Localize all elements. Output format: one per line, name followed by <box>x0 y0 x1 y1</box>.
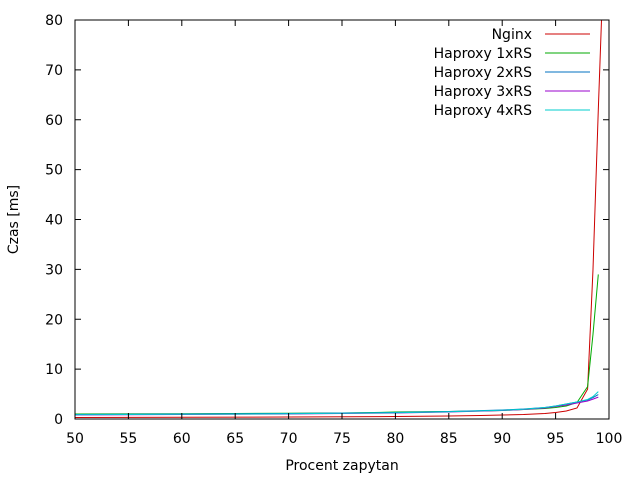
series-layer <box>75 20 602 418</box>
x-tick-label: 85 <box>440 431 458 447</box>
x-tick-label: 70 <box>280 431 298 447</box>
series-line-2 <box>75 274 599 415</box>
series-line-3 <box>75 394 599 415</box>
y-tick-label: 20 <box>45 312 63 328</box>
legend: Nginx Haproxy 1xRS Haproxy 2xRS Haproxy 3xR… <box>434 27 590 119</box>
x-tick-label: 90 <box>493 431 511 447</box>
y-axis-label: Czas [ms] <box>6 185 22 254</box>
x-axis-label: Procent zapytan <box>285 458 398 474</box>
y-tick-label: 0 <box>54 412 63 428</box>
y-tick-label: 50 <box>45 163 63 179</box>
x-tick-label: 95 <box>547 431 565 447</box>
series-line-5 <box>75 391 599 416</box>
y-tick-label: 10 <box>45 362 63 378</box>
y-tick-label: 40 <box>45 213 63 229</box>
x-tick-label: 60 <box>173 431 191 447</box>
x-tick-label: 100 <box>596 431 623 447</box>
legend-label-5: Haproxy 4xRS <box>434 103 533 119</box>
legend-label-4: Haproxy 3xRS <box>434 84 533 100</box>
legend-label-1: Nginx <box>492 27 532 43</box>
x-tick-label: 75 <box>333 431 351 447</box>
y-tick-label: 60 <box>45 113 63 129</box>
ticks-layer: 50 55 60 65 70 75 80 85 90 95 100 0 10 20 30 40 50 60 70 80 <box>45 13 622 447</box>
y-tick-label: 80 <box>45 13 63 29</box>
legend-label-2: Haproxy 1xRS <box>434 46 533 62</box>
x-tick-label: 55 <box>119 431 137 447</box>
x-tick-label: 65 <box>226 431 244 447</box>
y-tick-label: 70 <box>45 63 63 79</box>
x-tick-label: 50 <box>66 431 84 447</box>
x-tick-label: 80 <box>386 431 404 447</box>
y-tick-label: 30 <box>45 262 63 278</box>
series-line-4 <box>75 396 599 416</box>
legend-label-3: Haproxy 2xRS <box>434 65 533 81</box>
